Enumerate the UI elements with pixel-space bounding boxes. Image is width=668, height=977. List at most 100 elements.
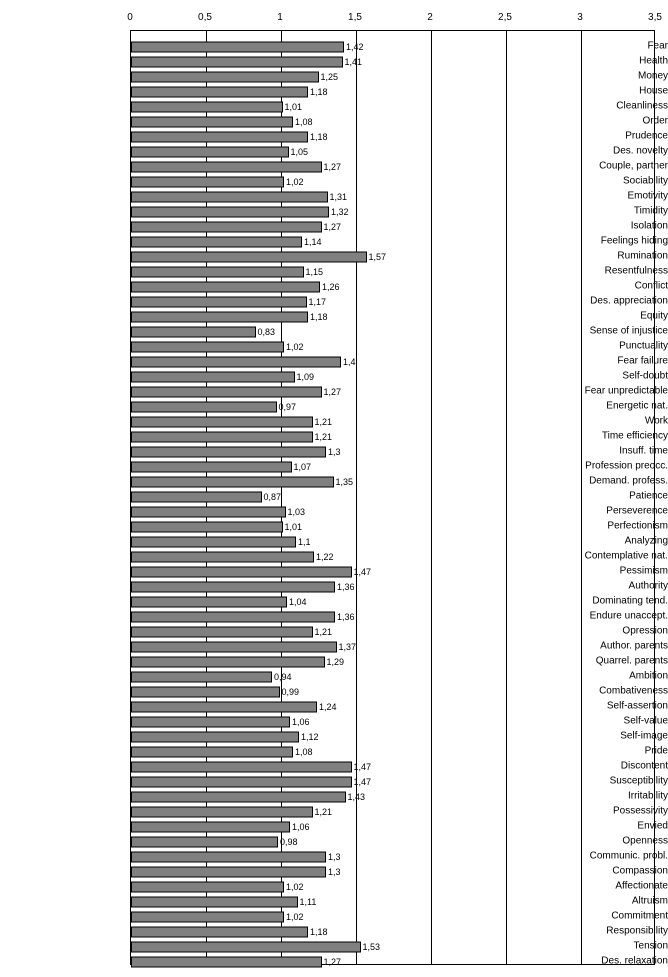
category-label: Fear failure <box>544 355 668 366</box>
bar-value-label: 0,97 <box>279 402 297 412</box>
category-label: Discontent <box>544 760 668 771</box>
bar-value-label: 1,27 <box>324 222 342 232</box>
category-label: Irritability <box>544 790 668 801</box>
bar-value-label: 1,26 <box>322 282 340 292</box>
chart-frame: 1,421,411,251,181,011,081,181,051,271,02… <box>0 0 668 977</box>
bar-value-label: 1,01 <box>285 102 303 112</box>
bar-value-label: 1,02 <box>286 882 304 892</box>
bar <box>131 806 313 817</box>
bar <box>131 476 334 487</box>
category-label: Susceptibility <box>544 775 668 786</box>
bar-value-label: 1,27 <box>324 957 342 967</box>
category-label: Punctuality <box>544 340 668 351</box>
bar <box>131 731 299 742</box>
category-label: Des. novelty <box>544 145 668 156</box>
bar <box>131 896 298 907</box>
bar-value-label: 1,21 <box>315 417 333 427</box>
bar-value-label: 1,25 <box>321 72 339 82</box>
category-label: Equity <box>544 310 668 321</box>
bar-value-label: 1,47 <box>354 762 372 772</box>
bar-value-label: 1,02 <box>286 912 304 922</box>
category-label: Order <box>544 115 668 126</box>
bar-value-label: 1,22 <box>316 552 334 562</box>
category-label: Perseverence <box>544 505 668 516</box>
bar-value-label: 1,53 <box>363 942 381 952</box>
bar-value-label: 1,04 <box>289 597 307 607</box>
category-label: Demand. profess. <box>544 475 668 486</box>
category-label: Quarrel. parents <box>544 655 668 666</box>
bar <box>131 941 361 952</box>
bar <box>131 581 335 592</box>
bar <box>131 956 322 967</box>
bar <box>131 776 352 787</box>
category-label: Pride <box>544 745 668 756</box>
bar-value-label: 0,94 <box>274 672 292 682</box>
bar <box>131 656 325 667</box>
bar-value-label: 1,01 <box>285 522 303 532</box>
bar-value-label: 0,83 <box>258 327 276 337</box>
bar-value-label: 1,05 <box>291 147 309 157</box>
bar-value-label: 1,42 <box>346 42 364 52</box>
bar <box>131 911 284 922</box>
category-label: Sociability <box>544 175 668 186</box>
category-label: Cleanliness <box>544 100 668 111</box>
axis-tick-label: 0,5 <box>198 12 212 23</box>
bar <box>131 836 278 847</box>
bar-value-label: 1,14 <box>304 237 322 247</box>
category-label: Feelings hiding <box>544 235 668 246</box>
bar <box>131 56 343 67</box>
axis-tick-label: 2 <box>427 12 433 23</box>
bar-value-label: 1,27 <box>324 162 342 172</box>
bar <box>131 716 290 727</box>
gridline <box>356 31 357 964</box>
bar-value-label: 0,99 <box>282 687 300 697</box>
bar <box>131 281 320 292</box>
bar <box>131 41 344 52</box>
category-label: Des. relaxation <box>544 955 668 966</box>
axis-tick-label: 1 <box>277 12 283 23</box>
bar-value-label: 1,35 <box>336 477 354 487</box>
bar-value-label: 1,37 <box>339 642 357 652</box>
bar-value-label: 1,06 <box>292 822 310 832</box>
category-label: Compassion <box>544 865 668 876</box>
category-label: Perfectionism <box>544 520 668 531</box>
bar <box>131 686 280 697</box>
category-label: Analyzing <box>544 535 668 546</box>
axis-tick-label: 3,5 <box>648 12 662 23</box>
bar <box>131 401 277 412</box>
bar <box>131 521 283 532</box>
bar-value-label: 1,29 <box>327 657 345 667</box>
bar-value-label: 1,24 <box>319 702 337 712</box>
category-label: Self-assertion <box>544 700 668 711</box>
axis-tick-label: 1,5 <box>348 12 362 23</box>
bar-value-label: 1,27 <box>324 387 342 397</box>
bar <box>131 791 346 802</box>
category-label: Money <box>544 70 668 81</box>
category-label: Prudence <box>544 130 668 141</box>
bar <box>131 386 322 397</box>
bar <box>131 251 367 262</box>
gridline <box>431 31 432 964</box>
bar-value-label: 1,15 <box>306 267 324 277</box>
bar-value-label: 1,3 <box>328 852 341 862</box>
bar <box>131 176 284 187</box>
category-label: Openness <box>544 835 668 846</box>
category-label: Envied <box>544 820 668 831</box>
bar <box>131 701 317 712</box>
category-label: Energetic nat. <box>544 400 668 411</box>
bar <box>131 626 313 637</box>
bar <box>131 611 335 622</box>
bar-value-label: 1,18 <box>310 132 328 142</box>
bar-value-label: 1,02 <box>286 342 304 352</box>
axis-tick-label: 3 <box>577 12 583 23</box>
bar <box>131 191 328 202</box>
bar-value-label: 1,09 <box>297 372 315 382</box>
bar <box>131 446 326 457</box>
bar-value-label: 1,4 <box>343 357 356 367</box>
bar-value-label: 1,3 <box>328 867 341 877</box>
bar <box>131 86 308 97</box>
category-label: Fear unpredictable <box>544 385 668 396</box>
bar-value-label: 1,12 <box>301 732 319 742</box>
bar <box>131 641 337 652</box>
bar-value-label: 0,98 <box>280 837 298 847</box>
